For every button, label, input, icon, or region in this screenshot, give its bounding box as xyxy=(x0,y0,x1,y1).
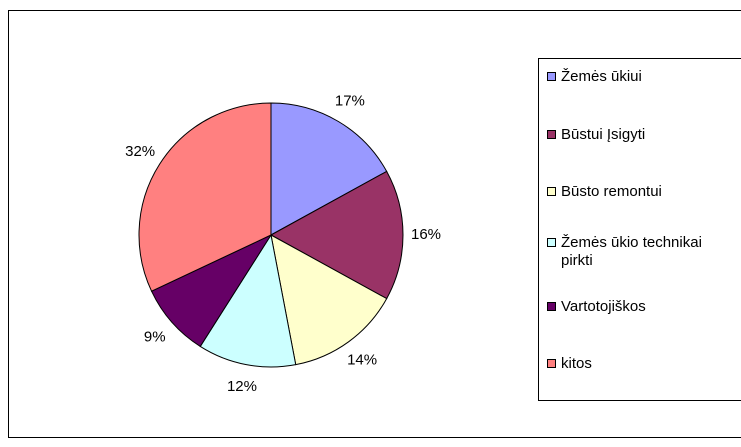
legend-swatch xyxy=(547,72,556,81)
chart-border xyxy=(8,10,741,438)
data-label: 14% xyxy=(347,351,377,368)
legend-item: kitos xyxy=(547,355,737,373)
pie-slice xyxy=(199,233,297,368)
legend-item: Žemės ūkio technikai pirkti xyxy=(547,234,737,270)
legend-item: Būsto remontui xyxy=(547,183,737,201)
data-label: 12% xyxy=(227,378,257,395)
legend-label: kitos xyxy=(561,355,592,372)
data-label: 17% xyxy=(335,93,365,110)
pie-slice xyxy=(269,170,404,300)
data-label: 32% xyxy=(125,143,155,160)
legend-swatch xyxy=(547,238,556,247)
legend-swatch xyxy=(547,302,556,311)
data-label: 16% xyxy=(411,226,441,243)
legend-label: Vartotojiškos xyxy=(561,298,646,315)
legend-label: Žemės ūkio technikai pirkti xyxy=(561,234,702,269)
legend: Žemės ūkiui Būstui Įsigyti Būsto remontui Ž… xyxy=(538,58,741,401)
legend-label: Būsto remontui xyxy=(561,183,662,200)
pie-slice xyxy=(270,102,388,236)
legend-swatch xyxy=(547,187,556,196)
legend-label: Būstui Įsigyti xyxy=(561,126,646,143)
legend-swatch xyxy=(547,130,556,139)
pie-slice xyxy=(138,102,272,292)
legend-item: Žemės ūkiui xyxy=(547,68,737,86)
legend-label: Žemės ūkiui xyxy=(561,68,642,85)
legend-item: Būstui Įsigyti xyxy=(547,126,737,144)
data-label: 9% xyxy=(144,328,166,345)
pie-slice xyxy=(270,234,388,366)
legend-swatch xyxy=(547,359,556,368)
legend-item: Vartotojiškos xyxy=(547,298,737,316)
